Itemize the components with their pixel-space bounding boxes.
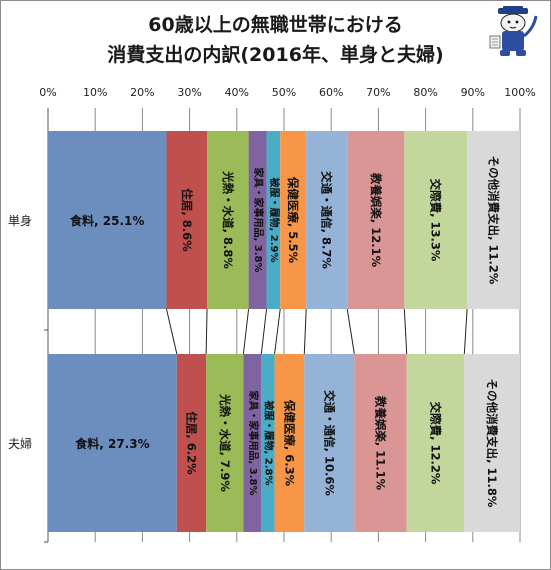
data-label: 光熱・水道, 8.8% (221, 170, 235, 269)
series-connector-line (242, 308, 250, 355)
data-label: 被服・履物, 2.9% (268, 177, 281, 262)
series-connector-line (260, 308, 268, 355)
bar-segment (406, 354, 465, 532)
chart-title: 60歳以上の無職世帯における 消費支出の内訳(2016年、単身と夫婦) (0, 10, 551, 70)
chart-title-line2: 消費支出の内訳(2016年、単身と夫婦) (107, 44, 444, 66)
bar-segment (274, 354, 305, 532)
bar-segment (464, 354, 520, 532)
bar-segment (207, 131, 249, 309)
category-label: 単身 (8, 213, 32, 228)
data-label: 被服・履物, 2.8% (262, 400, 275, 485)
series-connector-line (403, 308, 408, 355)
data-label: 教養娯楽, 12.1% (369, 172, 383, 268)
x-tick-label: 0% (39, 86, 56, 99)
x-tick-label: 10% (83, 86, 107, 99)
x-tick-label: 40% (225, 86, 249, 99)
data-label: 光熱・水道, 7.9% (218, 393, 232, 492)
data-label: 交通・通信, 10.6% (322, 390, 336, 496)
bar-segment (347, 131, 405, 309)
data-label: 教養娯楽, 11.1% (374, 395, 388, 491)
data-label: その他消費支出, 11.2% (487, 156, 501, 285)
x-tick-label: 100% (504, 86, 535, 99)
x-tick-label: 90% (461, 86, 485, 99)
chart-title-line1: 60歳以上の無職世帯における (148, 14, 403, 36)
data-label: 食料, 25.1% (69, 213, 144, 228)
bar-segment (261, 354, 275, 532)
series-connector-line (274, 308, 281, 355)
x-tick-label: 20% (130, 86, 154, 99)
series-connector-line (463, 308, 468, 355)
data-label: 交通・通信, 8.7% (320, 171, 334, 269)
data-label: 住居, 8.6% (180, 188, 194, 252)
series-connector-line (346, 308, 355, 355)
bar-segment (354, 354, 407, 532)
bar-segment (306, 131, 348, 309)
data-label: 交際費, 13.3% (429, 179, 443, 262)
bar-segment (304, 354, 355, 532)
data-label: 保健医療, 6.3% (282, 399, 296, 487)
bar-segment (243, 354, 262, 532)
x-tick-label: 30% (177, 86, 201, 99)
series-connector-line (303, 308, 307, 355)
data-label: その他消費支出, 11.8% (485, 379, 499, 508)
series-connector-line (165, 308, 178, 355)
cat-mascot-icon (489, 6, 538, 56)
data-label: 住居, 6.2% (184, 411, 198, 475)
x-tick-label: 80% (413, 86, 437, 99)
data-label: 家具・家事用品, 3.8% (247, 390, 260, 495)
data-label: 交際費, 12.2% (429, 402, 443, 485)
series-connector-line (205, 308, 208, 355)
bar-segment (176, 354, 207, 532)
x-tick-label: 50% (272, 86, 296, 99)
bar-segment (166, 131, 208, 309)
bar-segment (404, 131, 468, 309)
x-tick-label: 60% (319, 86, 343, 99)
bar-segment (48, 131, 167, 309)
bar-segment (206, 354, 244, 532)
data-label: 保健医療, 5.5% (286, 176, 300, 264)
bar-segment (48, 354, 177, 532)
bar-segment (266, 131, 281, 309)
x-tick-label: 70% (366, 86, 390, 99)
data-label: 家具・家事用品, 3.8% (252, 167, 265, 272)
bar-segment (467, 131, 520, 309)
data-label: 食料, 27.3% (74, 436, 149, 451)
bar-segment (280, 131, 307, 309)
category-label: 夫婦 (8, 436, 32, 451)
bar-segment (248, 131, 267, 309)
